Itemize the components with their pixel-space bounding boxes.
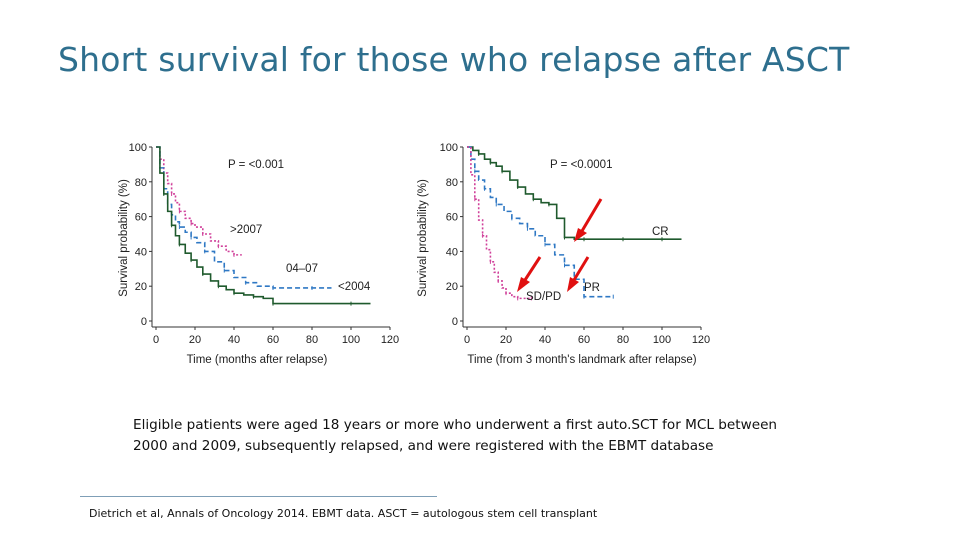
series-label-gt2007: >2007 [230, 224, 262, 236]
y-axis-title: Survival probability (%) [417, 179, 429, 297]
y-tick-label: 0 [141, 316, 147, 328]
p-value-label: P = <0.0001 [550, 159, 612, 171]
arrow-cr [574, 198, 603, 242]
caption: Eligible patients were aged 18 years or … [133, 415, 833, 457]
ylabel: Survival probability (%) [417, 179, 429, 297]
y-tick-label: 20 [135, 281, 147, 293]
x-tick-label: 80 [617, 334, 629, 346]
km-chart-response: Survival probability (%) 0 20 40 60 80 100 0 20… [417, 142, 711, 366]
y-tick-label: 40 [135, 246, 147, 258]
series-label-04-07: 04–07 [286, 263, 318, 275]
y-tick-label: 100 [129, 142, 147, 154]
x-tick-label: 120 [692, 334, 710, 346]
series--2004 [156, 146, 371, 305]
x-tick-label: 120 [381, 334, 399, 346]
reference: Dietrich et al, Annals of Oncology 2014.… [89, 507, 598, 520]
y-tick-label: 80 [135, 177, 147, 189]
series--2007 [156, 146, 242, 256]
caption-line-2: 2000 and 2009, subsequently relapsed, an… [133, 438, 714, 454]
x-tick-label: 100 [653, 334, 671, 346]
y-axis-title: Survival probability (%) [118, 179, 130, 297]
x-tick-label: 40 [539, 334, 551, 346]
x-tick-label: 100 [342, 334, 360, 346]
y-tick-label: 0 [452, 316, 458, 328]
y-tick-label: 100 [440, 142, 458, 154]
xlabel: Time (from 3 month's landmark after rela… [467, 354, 696, 366]
x-tick-label: 0 [153, 334, 159, 346]
x-tick-label: 60 [267, 334, 279, 346]
x-tick-label: 20 [189, 334, 201, 346]
curves [156, 146, 371, 306]
y-tick-label: 80 [446, 177, 458, 189]
footnote-divider [80, 496, 437, 497]
series-label-sdpd: SD/PD [526, 291, 561, 303]
ylabel: Survival probability (%) [118, 179, 130, 297]
series-label-pr: PR [584, 282, 600, 294]
slide-title: Short survival for those who relapse aft… [58, 40, 850, 79]
arrow-pr [567, 256, 590, 292]
p-value-label: P = <0.001 [228, 159, 284, 171]
axes: 0 20 40 60 80 100 0 20 40 60 80 100 120 [440, 142, 711, 346]
axes: 0 20 40 60 80 100 0 20 40 60 80 100 120 [129, 142, 400, 346]
km-chart-relapse-period: Survival probability (%) 0 20 40 60 80 100 0 20… [118, 142, 400, 366]
y-tick-label: 40 [446, 246, 458, 258]
arrow-sdpd [517, 256, 542, 292]
x-tick-label: 80 [306, 334, 318, 346]
y-tick-label: 20 [446, 281, 458, 293]
y-tick-label: 60 [446, 212, 458, 224]
series-pr [467, 146, 614, 298]
x-tick-label: 20 [500, 334, 512, 346]
xlabel: Time (months after relapse) [187, 354, 328, 366]
x-tick-label: 60 [578, 334, 590, 346]
x-tick-label: 0 [464, 334, 470, 346]
series-label-lt2004: <2004 [338, 281, 371, 293]
series-sd-pd [467, 146, 532, 300]
caption-line-1: Eligible patients were aged 18 years or … [133, 417, 778, 433]
x-tick-label: 40 [228, 334, 240, 346]
y-tick-label: 60 [135, 212, 147, 224]
curves [467, 146, 682, 301]
series-label-cr: CR [652, 226, 669, 238]
series-cr [467, 146, 682, 241]
